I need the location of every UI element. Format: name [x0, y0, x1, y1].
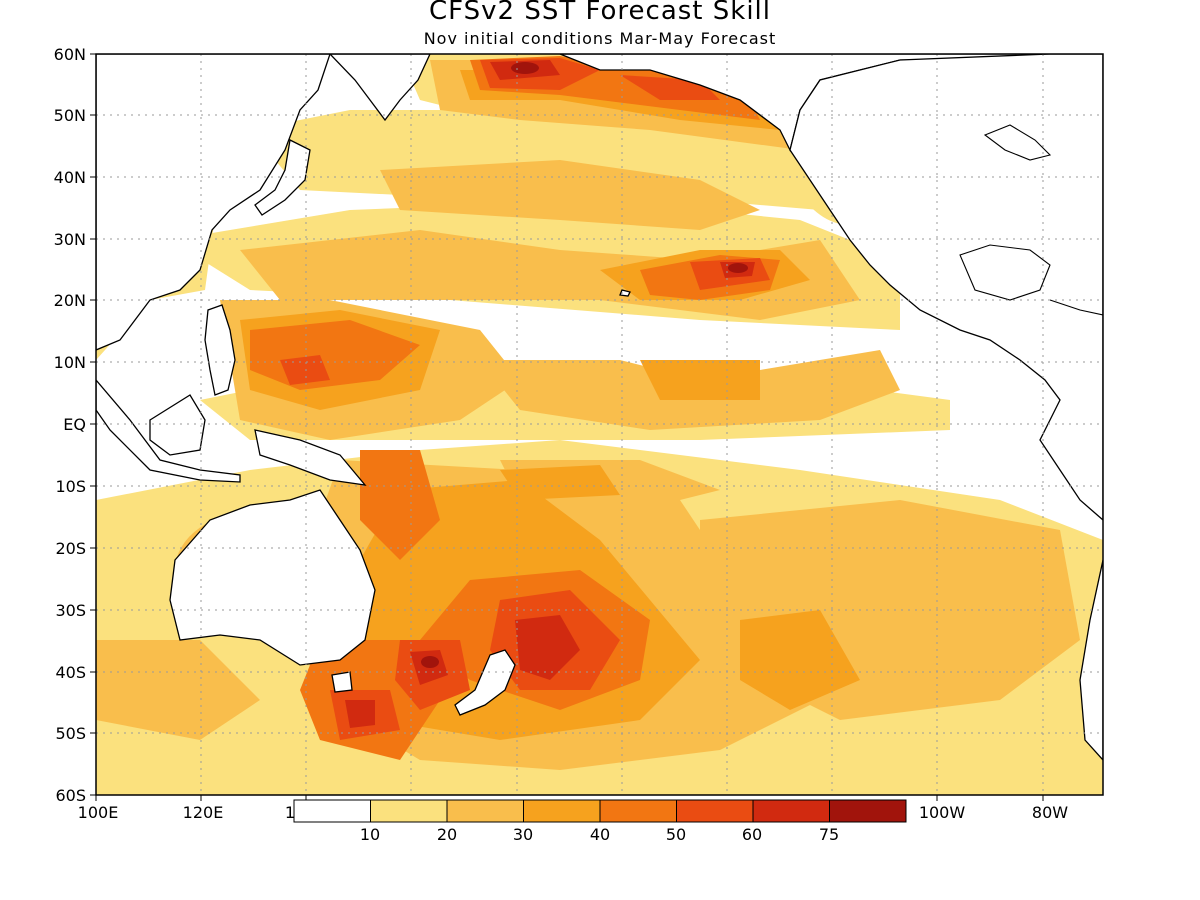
x-axis-labels: 100E 120E 1 100W 80W	[78, 803, 1069, 822]
graticule	[96, 54, 1103, 795]
tasmania	[331, 671, 353, 693]
colorbar-swatch	[446, 799, 524, 823]
colorbar-swatch	[752, 799, 830, 823]
north-america	[789, 54, 1103, 521]
x-tick-label: 120E	[183, 803, 224, 822]
y-tick-label: 50S	[55, 724, 86, 743]
y-tick-label: 30N	[54, 230, 86, 249]
colorbar-swatch	[599, 799, 677, 823]
hawaii	[619, 289, 631, 297]
australia	[169, 489, 376, 666]
colorbar-swatch	[293, 799, 371, 823]
borneo	[149, 394, 206, 456]
colorbar-label: 30	[513, 825, 533, 844]
y-tick-label: 20S	[55, 539, 86, 558]
new-guinea	[254, 429, 367, 486]
colorbar-swatch	[370, 799, 448, 823]
colorbar-label: 60	[742, 825, 762, 844]
y-tick-label: 10N	[54, 353, 86, 372]
y-tick-label: 60N	[54, 45, 86, 64]
chart-title: CFSv2 SST Forecast Skill	[428, 0, 772, 26]
colorbar-swatch	[676, 799, 754, 823]
new-zealand	[454, 649, 516, 716]
landmasses	[96, 54, 1103, 761]
y-tick-label: EQ	[63, 415, 86, 434]
y-tick-label: 50N	[54, 106, 86, 125]
colorbar-labels: 10 20 30 40 50 60 75	[360, 825, 839, 844]
colorbar-label: 40	[590, 825, 610, 844]
philippines	[204, 304, 236, 396]
colorbar-label: 50	[666, 825, 686, 844]
tick-marks	[90, 53, 1044, 801]
colorbar-label: 10	[360, 825, 380, 844]
sumatra-java	[96, 378, 241, 483]
inland-waters	[959, 124, 1103, 316]
kamchatka	[329, 54, 431, 122]
colorbar-swatch	[523, 799, 601, 823]
x-tick-label: 100W	[919, 803, 966, 822]
chart-subtitle: Nov initial conditions Mar-May Forecast	[423, 29, 777, 48]
y-tick-label: 30S	[55, 601, 86, 620]
colorbar	[293, 799, 907, 823]
colorbar-label: 75	[819, 825, 839, 844]
x-tick-label: 80W	[1032, 803, 1068, 822]
y-tick-label: 60S	[55, 786, 86, 805]
colorbar-swatch	[829, 799, 907, 823]
y-axis-labels: 60N 50N 40N 30N 20N 10N EQ 10S 20S 30S 4…	[54, 45, 86, 805]
shade-level-60-75	[345, 60, 755, 728]
y-tick-label: 40S	[55, 663, 86, 682]
skill-field	[96, 54, 1103, 795]
y-tick-label: 10S	[55, 477, 86, 496]
shade-level-75-plus	[421, 62, 748, 668]
asia-coast	[96, 54, 331, 351]
x-tick-label: 100E	[78, 803, 119, 822]
x-tick-label: 1	[285, 803, 295, 822]
y-tick-label: 40N	[54, 168, 86, 187]
japan	[254, 139, 311, 216]
colorbar-label: 20	[437, 825, 457, 844]
y-tick-label: 20N	[54, 291, 86, 310]
